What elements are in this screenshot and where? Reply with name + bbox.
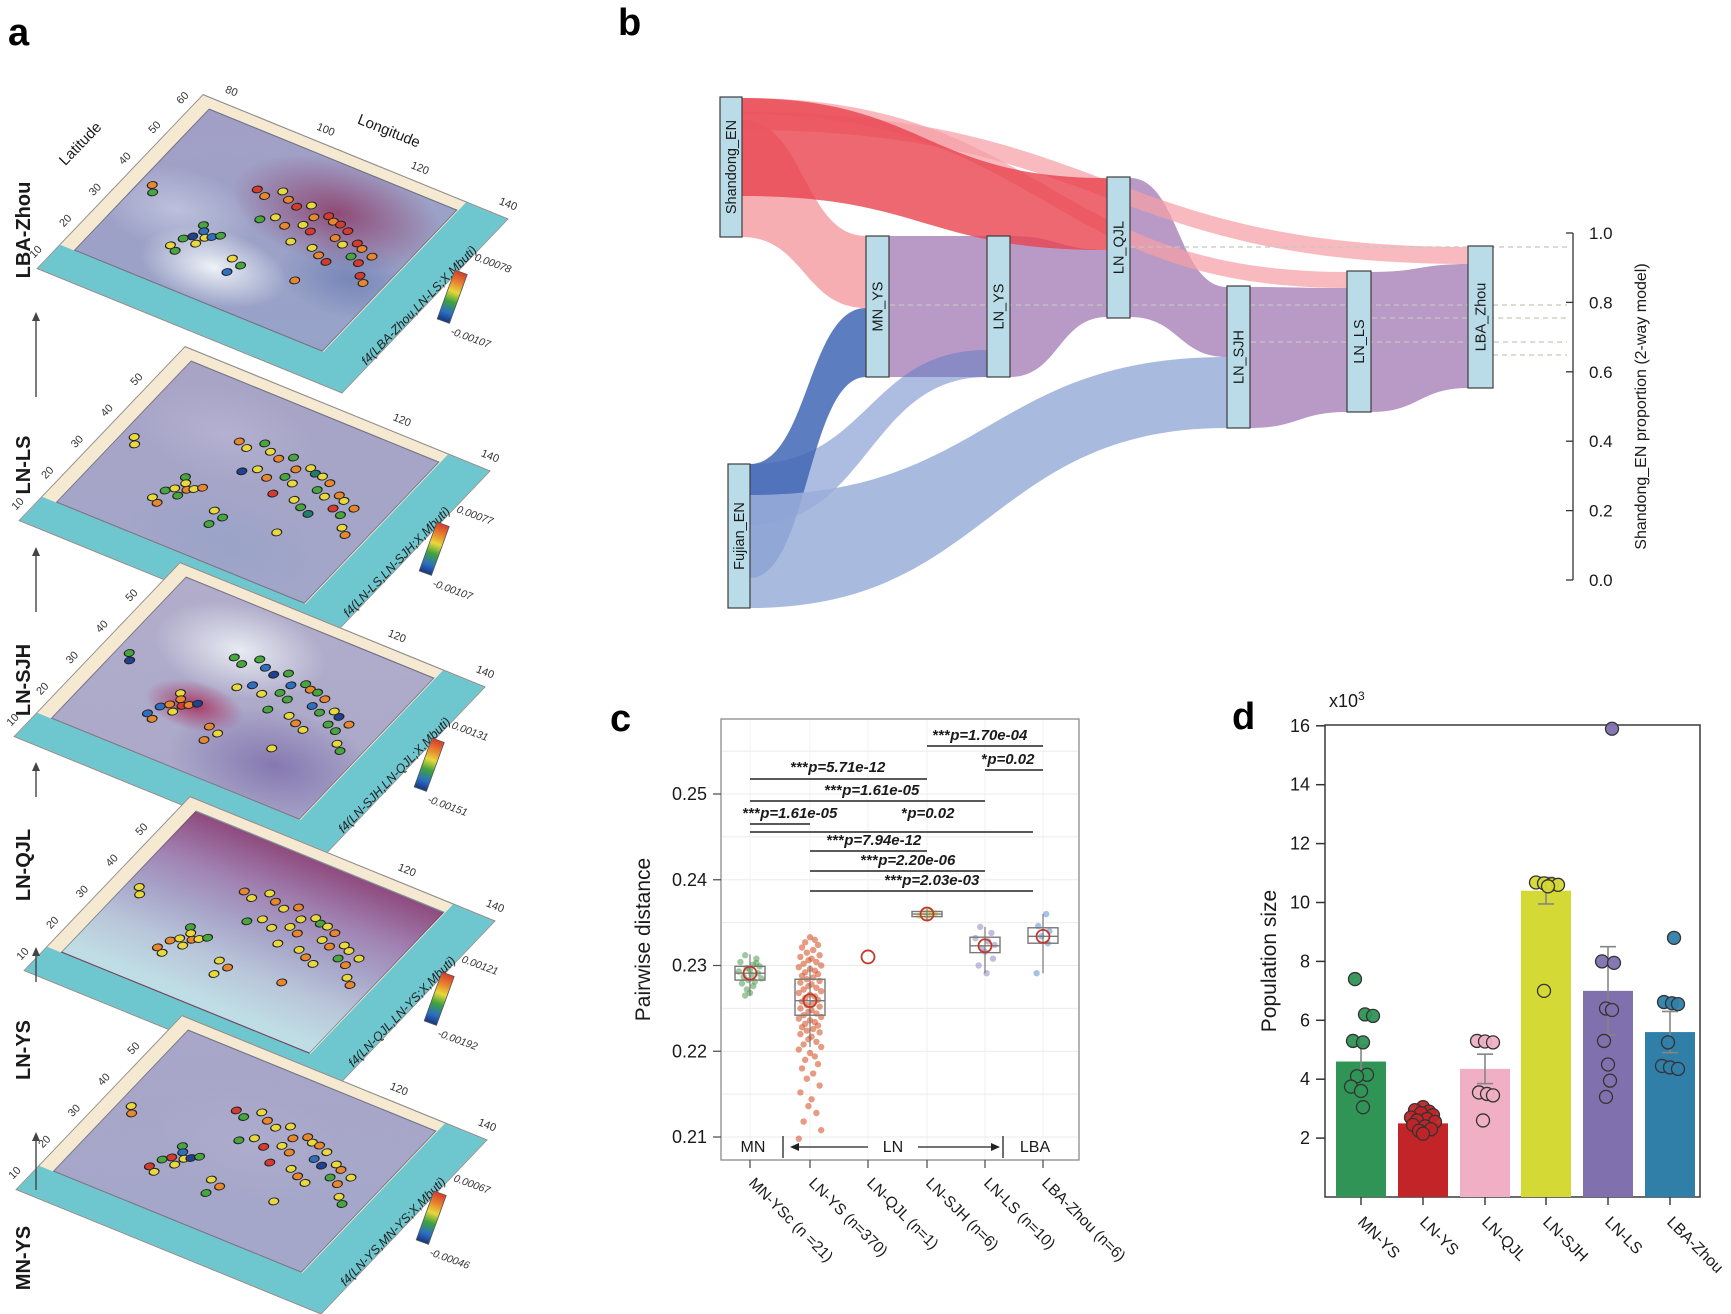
sample-dot xyxy=(342,1172,359,1184)
sample-dot xyxy=(144,187,160,199)
sample-dot xyxy=(239,916,255,927)
sample-dot xyxy=(229,682,245,693)
panel-letter-a: a xyxy=(8,12,30,54)
sample-dot xyxy=(264,922,280,933)
sample-dot xyxy=(244,680,261,691)
sample-dot xyxy=(264,488,281,499)
map-LN-SJH xyxy=(13,562,486,862)
sample-dot xyxy=(254,914,271,925)
sample-dot xyxy=(263,742,280,754)
sample-dot xyxy=(252,214,268,225)
sample-dot xyxy=(286,274,303,286)
sample-dot xyxy=(273,976,290,988)
sample-dot xyxy=(280,667,297,679)
sample-dot xyxy=(254,688,270,699)
sample-dot xyxy=(290,901,307,913)
sample-dot xyxy=(131,889,147,901)
sample-dot xyxy=(259,704,276,715)
sample-dot xyxy=(268,526,285,538)
sample-dot xyxy=(267,212,284,223)
sample-dot xyxy=(123,1108,139,1120)
sample-dot xyxy=(350,953,367,965)
panel-letter-b: b xyxy=(618,2,642,44)
sample-dot xyxy=(219,266,235,278)
sample-dot xyxy=(303,199,320,211)
sample-dot xyxy=(256,1141,272,1152)
sample-dot xyxy=(345,503,362,515)
sample-dot xyxy=(198,1187,214,1199)
sample-dot xyxy=(269,938,286,949)
sample-dot xyxy=(285,451,302,463)
sample-dot xyxy=(340,719,357,731)
sample-dot xyxy=(201,518,217,530)
sample-dot xyxy=(282,1120,299,1132)
sample-dot xyxy=(126,439,142,451)
map-LBA-Zhou xyxy=(36,94,509,394)
sample-dot xyxy=(206,968,222,980)
sample-dot xyxy=(249,464,266,475)
sample-dot xyxy=(196,734,212,746)
sample-dot xyxy=(259,472,275,483)
sample-dot xyxy=(234,466,250,477)
sample-dot xyxy=(261,1157,278,1168)
sample-dot xyxy=(246,1133,263,1144)
sample-dot xyxy=(231,1135,247,1146)
sample-dot xyxy=(265,1195,282,1207)
panel-letter-c: c xyxy=(610,698,632,740)
sample-dot xyxy=(363,251,380,263)
sample-dot xyxy=(121,655,137,667)
sample-dot xyxy=(277,220,293,231)
sample-dot xyxy=(282,236,299,247)
panel-letter-d: d xyxy=(1232,696,1256,738)
map-LN-YS xyxy=(15,1015,488,1314)
